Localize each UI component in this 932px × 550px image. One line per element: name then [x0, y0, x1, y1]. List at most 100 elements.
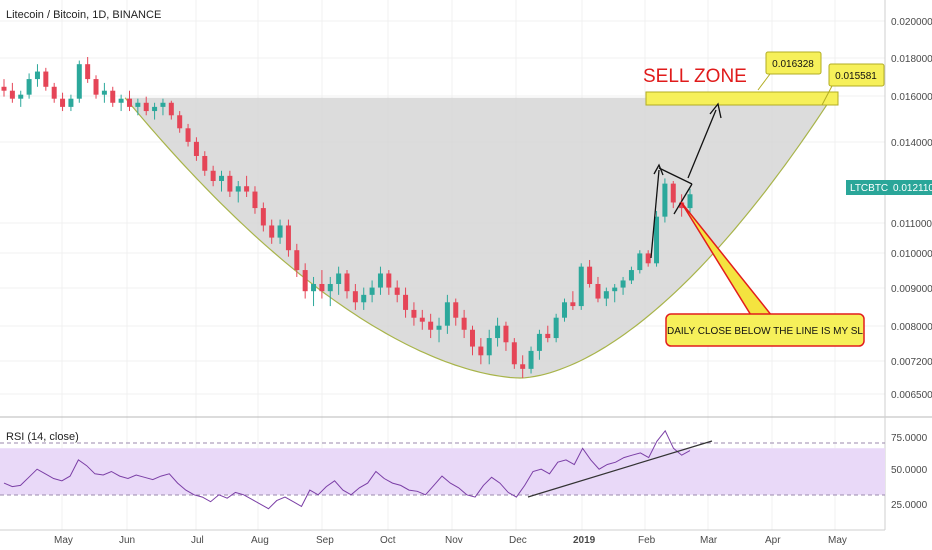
candle-body	[386, 273, 392, 288]
sell-zone-box[interactable]	[645, 91, 839, 106]
candle-body	[403, 294, 409, 310]
candle-body	[260, 208, 266, 226]
candle-body	[419, 317, 425, 322]
candle-body	[687, 194, 693, 209]
candle-body	[76, 64, 82, 99]
candle-body	[461, 317, 467, 330]
rsi-line	[3, 429, 691, 510]
price-tick: 0.020000	[891, 17, 932, 28]
breakout-drawings[interactable]	[650, 102, 722, 259]
candle-body	[219, 175, 225, 181]
candle-body	[319, 283, 325, 292]
candle-body	[352, 291, 358, 303]
projection-arrowhead	[709, 102, 722, 119]
time-label: Mar	[700, 535, 718, 546]
callout-high[interactable]	[765, 51, 822, 75]
candle-body	[503, 325, 509, 343]
time-label: May	[54, 535, 73, 546]
candle-body	[302, 270, 308, 292]
candle-body	[595, 283, 601, 299]
chart-title: Litecoin / Bitcoin, 1D, BINANCE	[6, 9, 161, 21]
candle-body	[637, 253, 643, 271]
candle-body	[562, 302, 568, 318]
candle-body	[135, 102, 141, 107]
stop-loss-note[interactable]	[665, 313, 865, 347]
candle-body	[570, 302, 576, 307]
candle-body	[444, 302, 450, 326]
impulse-arrowhead	[653, 163, 664, 176]
candle-body	[43, 71, 49, 87]
candle-body	[520, 364, 526, 369]
cup-area	[125, 97, 830, 378]
candlestick-series	[1, 56, 693, 379]
rsi-tick: 75.0000	[891, 433, 928, 444]
candle-body	[536, 333, 542, 351]
stop-loss-note-text: DAILY CLOSE BELOW THE LINE IS MY SL	[667, 326, 863, 337]
candle-body	[60, 98, 66, 107]
rsi-axis[interactable]: 75.0000 50.0000 25.0000	[891, 433, 928, 511]
time-label: Feb	[638, 535, 656, 546]
time-label: Dec	[509, 535, 527, 546]
candle-body	[545, 333, 551, 339]
candle-body	[85, 64, 91, 80]
candle-body	[168, 102, 174, 116]
rsi-title: RSI (14, close)	[6, 431, 79, 443]
candle-body	[244, 186, 250, 192]
candle-body	[26, 79, 32, 95]
time-label: May	[828, 535, 847, 546]
candle-body	[612, 287, 618, 292]
callout-low[interactable]	[828, 63, 885, 87]
time-label: Nov	[445, 535, 463, 546]
candle-body	[294, 250, 300, 271]
candle-body	[377, 273, 383, 288]
impulse-line[interactable]	[650, 169, 660, 259]
price-axis[interactable]: 0.020000 0.018000 0.016000 0.014000 0.01…	[891, 17, 932, 401]
candle-body	[143, 102, 149, 112]
candle-body	[428, 321, 434, 330]
last-price-tag	[846, 180, 932, 195]
time-axis[interactable]: May Jun Jul Aug Sep Oct Nov Dec 2019 Feb…	[54, 535, 847, 546]
price-tick: 0.006500	[891, 390, 932, 401]
candle-body	[277, 225, 283, 238]
candle-body	[645, 253, 651, 264]
candle-body	[411, 309, 417, 318]
candle-body	[193, 141, 199, 156]
time-label: Jun	[119, 535, 135, 546]
candle-body	[478, 346, 484, 356]
candle-body	[670, 183, 676, 203]
price-tick: 0.008000	[891, 322, 932, 333]
rsi-trendline[interactable]	[527, 440, 713, 498]
candle-body	[528, 350, 534, 369]
candle-body	[369, 287, 375, 295]
candle-body	[620, 280, 626, 288]
candle-body	[587, 266, 593, 284]
candle-body	[469, 329, 475, 347]
candle-body	[578, 266, 584, 307]
callout-high-text: 0.016328	[772, 59, 814, 70]
candle-body	[311, 283, 317, 292]
time-label: Sep	[316, 535, 334, 546]
rsi-tick: 50.0000	[891, 465, 928, 476]
time-label: Apr	[765, 535, 781, 546]
rsi-band	[0, 448, 885, 495]
ticker-symbol: LTCBTC	[850, 183, 888, 194]
callout-low-text: 0.015581	[835, 71, 877, 82]
candle-body	[9, 90, 15, 99]
wedge-upper-line[interactable]	[658, 167, 693, 185]
time-label: 2019	[573, 535, 596, 546]
candle-body	[152, 106, 158, 112]
callout-pointer-high	[757, 73, 771, 91]
projection-line[interactable]	[687, 109, 717, 179]
rsi-tick: 25.0000	[891, 500, 928, 511]
candle-body	[436, 325, 442, 330]
time-label: Jul	[191, 535, 204, 546]
time-label: Oct	[380, 535, 396, 546]
candle-body	[453, 302, 459, 318]
candle-body	[654, 216, 660, 264]
price-tick: 0.011000	[891, 219, 932, 230]
candle-body	[210, 170, 216, 181]
wedge-right-line[interactable]	[673, 183, 693, 215]
candle-body	[336, 273, 342, 284]
